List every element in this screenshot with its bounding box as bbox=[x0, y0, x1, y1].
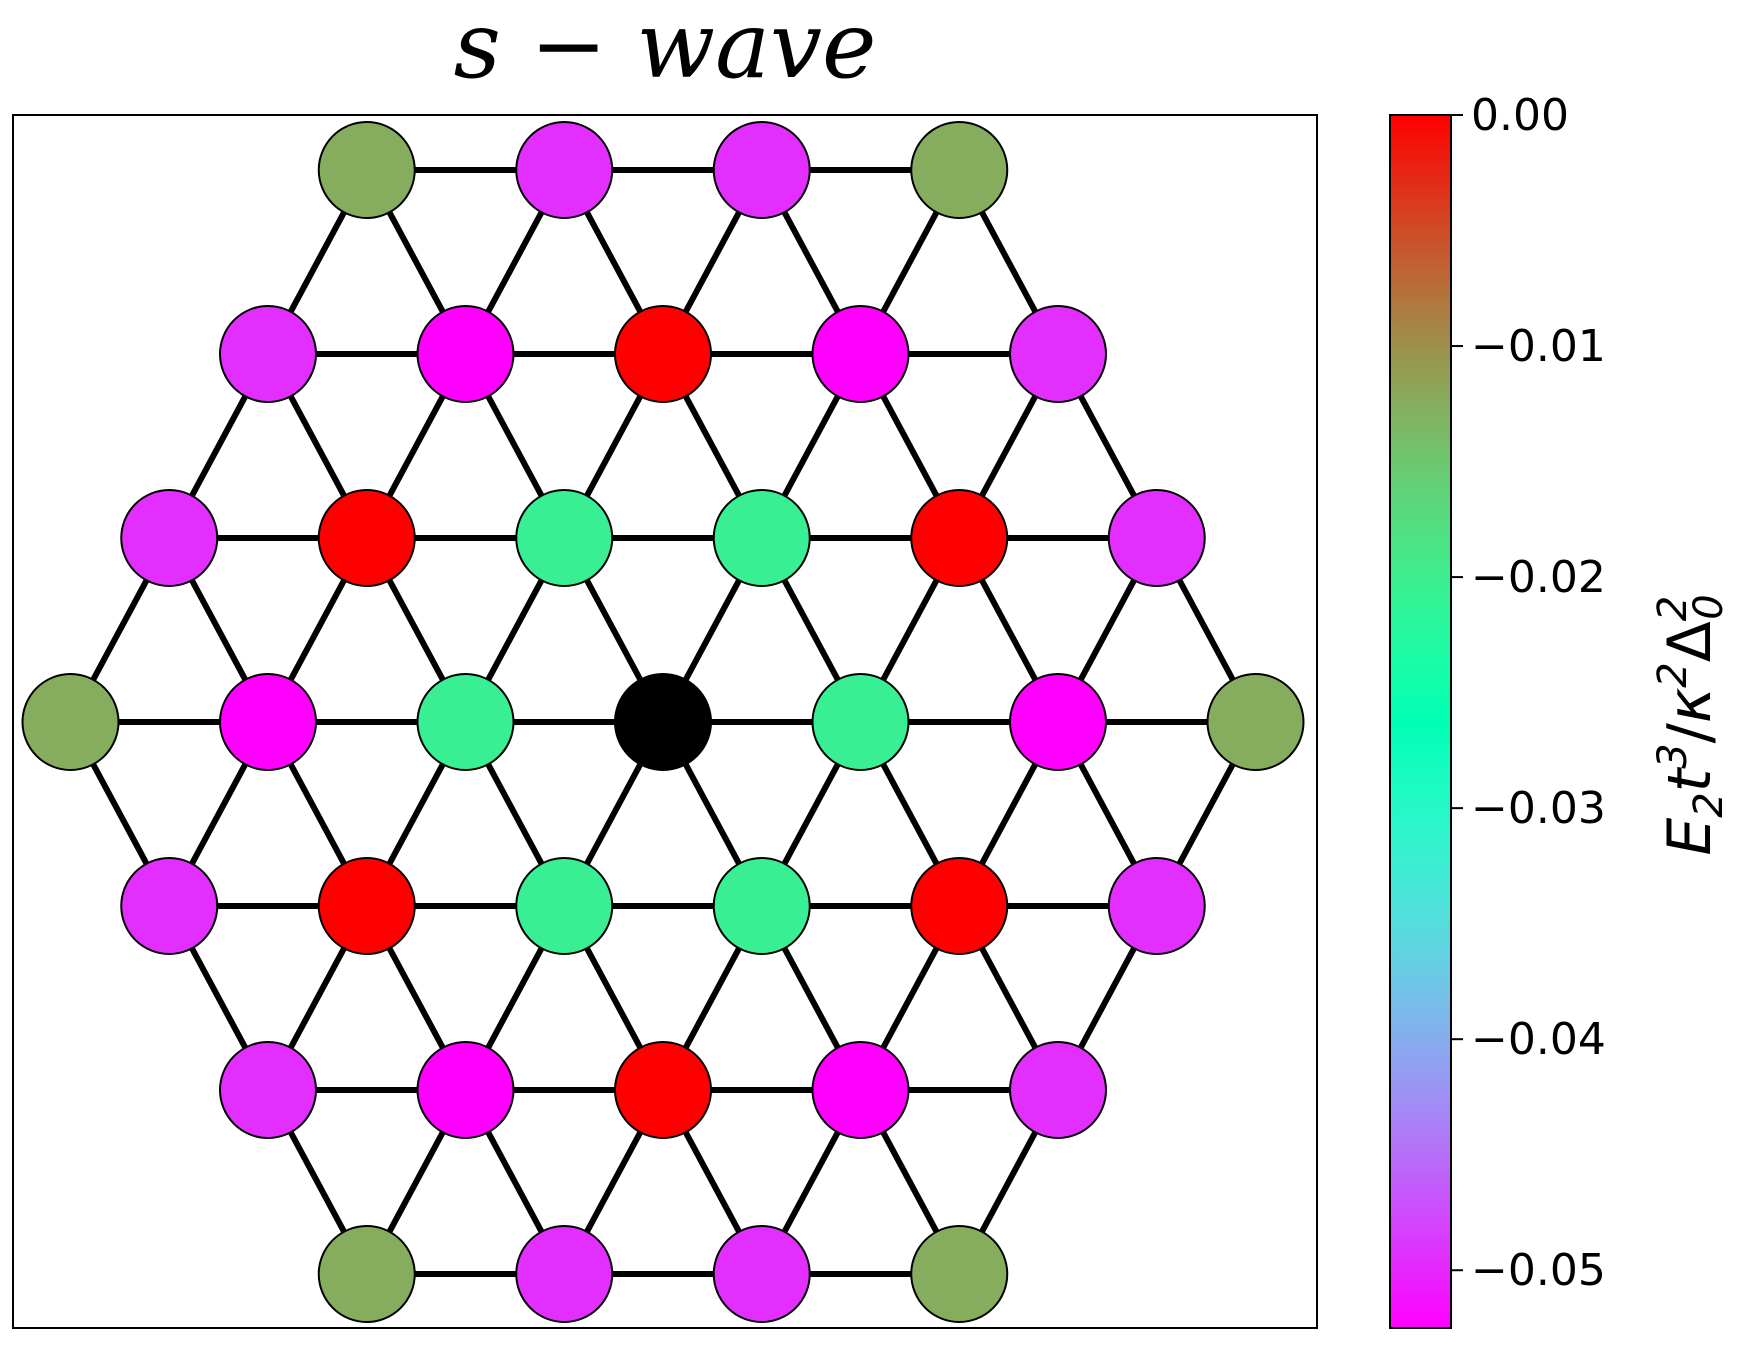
colorbar-tick-label: −0.03 bbox=[1471, 783, 1606, 834]
colorbar-label: E2t3/κ2Δ20 bbox=[1650, 594, 1732, 855]
lattice-site bbox=[910, 121, 1009, 219]
colorbar bbox=[1389, 114, 1452, 1329]
lattice-site bbox=[515, 121, 614, 219]
colorbar-tick-label: −0.01 bbox=[1471, 321, 1606, 372]
lattice-site bbox=[515, 857, 614, 955]
lattice-site bbox=[219, 305, 317, 403]
lattice-site bbox=[1107, 489, 1206, 587]
lattice-site bbox=[712, 1225, 811, 1323]
lattice-site bbox=[317, 857, 416, 955]
lattice-site bbox=[811, 305, 910, 403]
lattice-site bbox=[1107, 857, 1206, 955]
lattice-site bbox=[614, 1041, 712, 1139]
lattice-site bbox=[515, 489, 614, 587]
lattice-site bbox=[416, 1041, 515, 1139]
lattice-site bbox=[712, 489, 811, 587]
lattice-site bbox=[811, 673, 910, 771]
lattice-site bbox=[317, 121, 416, 219]
lattice-site bbox=[712, 857, 811, 955]
lattice-site bbox=[614, 305, 712, 403]
lattice-site bbox=[317, 489, 416, 587]
lattice-site bbox=[910, 857, 1009, 955]
lattice-site bbox=[21, 673, 120, 771]
lattice-center-site bbox=[614, 673, 712, 771]
lattice-site bbox=[1206, 673, 1305, 771]
lattice-site bbox=[1009, 305, 1107, 403]
diagram-title: s − wave bbox=[453, 0, 877, 99]
lattice-site bbox=[219, 1041, 317, 1139]
lattice-site bbox=[1009, 673, 1107, 771]
lattice-site bbox=[317, 1225, 416, 1323]
lattice-site bbox=[515, 1225, 614, 1323]
colorbar-ticks: 0.00 −0.01 −0.02 −0.03 −0.04 −0.05 bbox=[1451, 90, 1606, 1296]
lattice-sites bbox=[21, 121, 1305, 1323]
lattice-site bbox=[219, 673, 317, 771]
colorbar-tick-label: 0.00 bbox=[1471, 90, 1569, 141]
lattice-site bbox=[120, 857, 219, 955]
colorbar-tick-label: −0.05 bbox=[1471, 1245, 1606, 1296]
lattice-site bbox=[416, 305, 515, 403]
lattice-site bbox=[910, 489, 1009, 587]
lattice-site bbox=[120, 489, 219, 587]
colorbar-tick-label: −0.02 bbox=[1471, 552, 1606, 603]
lattice-site bbox=[712, 121, 811, 219]
lattice-site bbox=[1009, 1041, 1107, 1139]
lattice-site bbox=[416, 673, 515, 771]
lattice-site bbox=[910, 1225, 1009, 1323]
colorbar-tick-label: −0.04 bbox=[1471, 1014, 1606, 1065]
lattice-site bbox=[811, 1041, 910, 1139]
